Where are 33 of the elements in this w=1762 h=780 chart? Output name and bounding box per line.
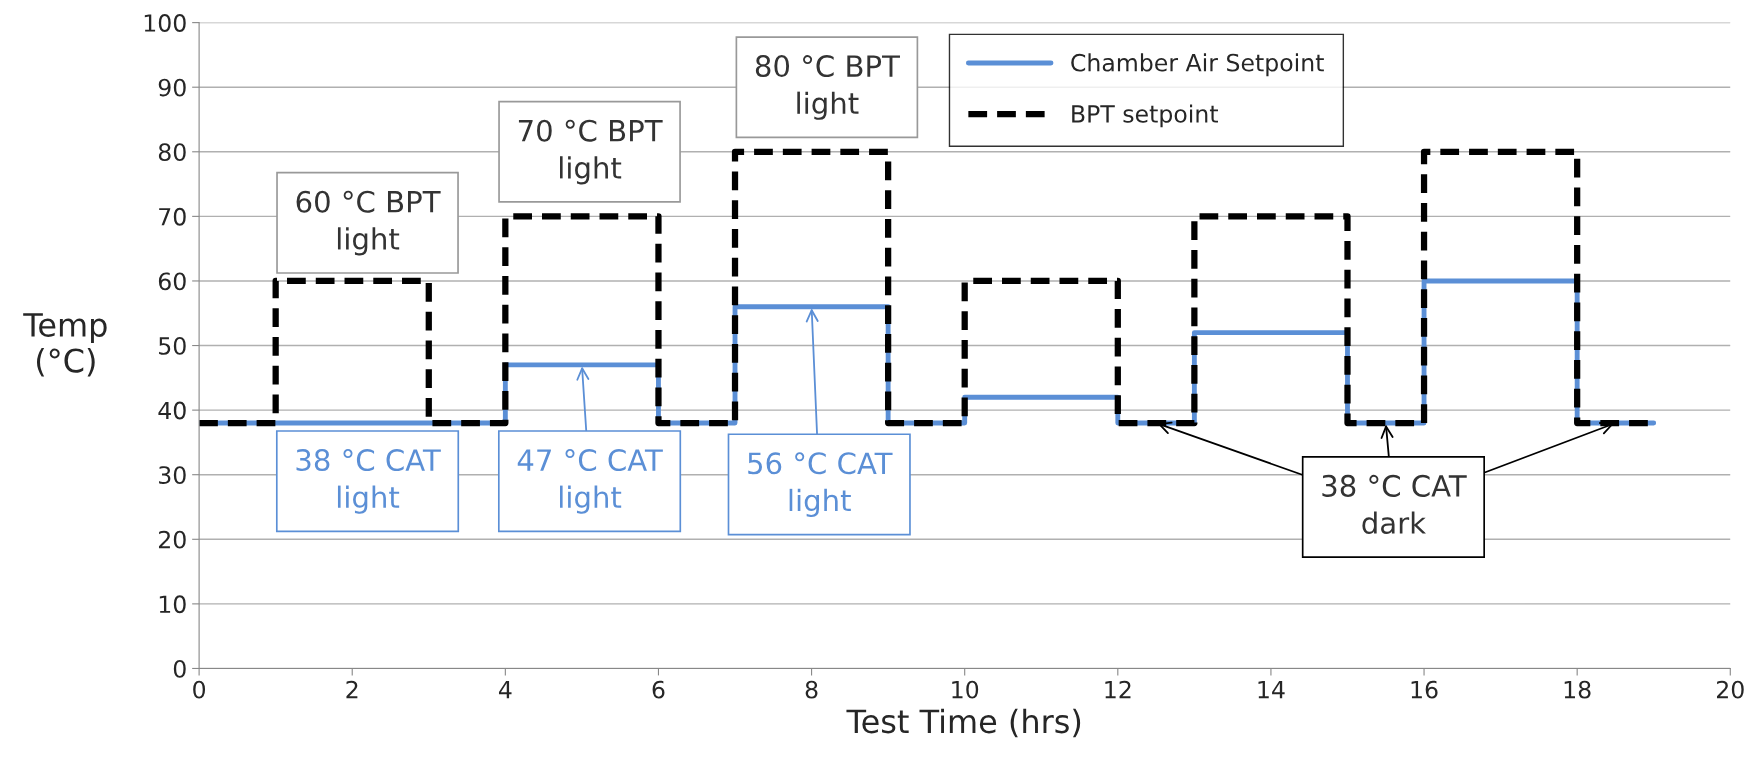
x-tick-label: 4 — [498, 680, 512, 699]
x-tick-label: 8 — [805, 680, 818, 699]
y-axis-title: Temp (°C) — [23, 313, 107, 377]
annotation: 70 °C BPT light — [518, 119, 663, 185]
y-tick-label: 10 — [159, 595, 186, 614]
x-tick-label: 2 — [346, 680, 358, 699]
annotation: 38 °C CAT light — [296, 449, 441, 514]
annotation: 80 °C BPT light — [755, 55, 900, 120]
y-tick-label: 90 — [158, 78, 186, 97]
x-tick-label: 0 — [193, 680, 206, 699]
annotation: 47 °C CAT light — [517, 449, 663, 514]
x-tick-label: 18 — [1564, 680, 1591, 699]
y-tick-label: 20 — [158, 530, 186, 549]
x-tick-label: 16 — [1411, 680, 1438, 699]
x-axis-title: Test Time (hrs) — [846, 708, 1081, 738]
y-tick-label: 60 — [158, 272, 186, 291]
x-tick-label: 14 — [1258, 680, 1285, 699]
x-tick-label: 6 — [652, 680, 665, 699]
y-tick-label: 0 — [173, 659, 186, 678]
x-tick-label: 12 — [1105, 680, 1131, 699]
y-tick-label: 100 — [144, 14, 186, 32]
annotation: 56 °C CAT light — [748, 452, 893, 518]
annotation: 38 °C CAT dark — [1322, 474, 1467, 535]
x-tick-label: 10 — [952, 680, 979, 699]
annotation: 60 °C BPT light — [296, 190, 441, 256]
y-tick-label: 80 — [158, 143, 186, 162]
y-tick-label: 70 — [159, 207, 186, 226]
y-tick-label: 40 — [158, 401, 186, 420]
x-tick-label: 20 — [1716, 680, 1744, 699]
y-tick-label: 30 — [159, 466, 186, 485]
y-tick-label: 50 — [159, 336, 186, 355]
legend-label: Chamber Air Setpoint — [1071, 53, 1324, 77]
legend-label: BPT setpoint — [1072, 104, 1218, 128]
